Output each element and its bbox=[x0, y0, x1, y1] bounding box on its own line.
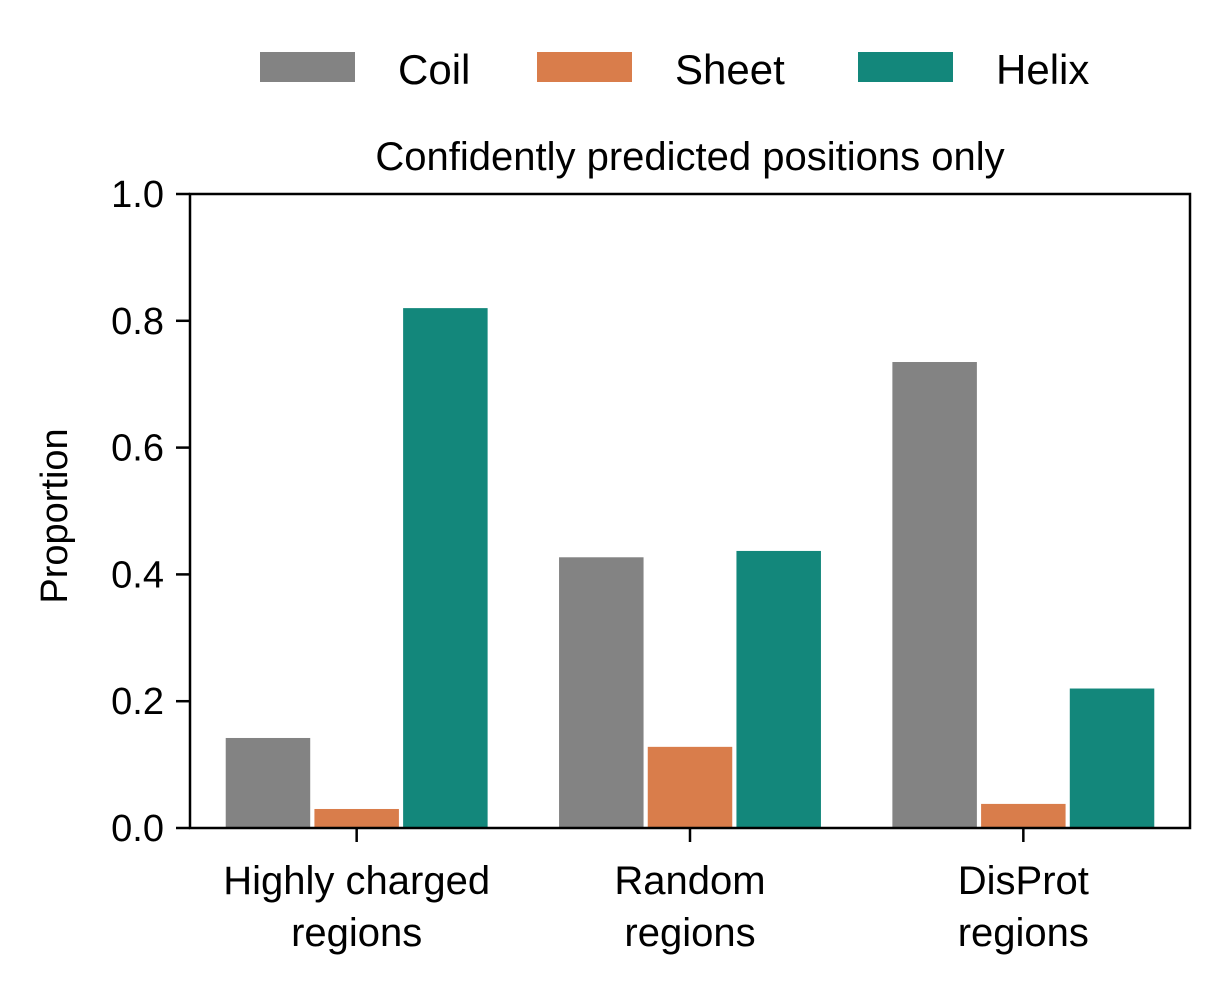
y-tick-label: 0.6 bbox=[111, 428, 164, 470]
x-tick-label: Random bbox=[614, 859, 765, 903]
bar-sheet-3 bbox=[981, 803, 1066, 828]
bar-coil-2 bbox=[559, 557, 644, 828]
legend-label-sheet: Sheet bbox=[675, 46, 785, 93]
chart-title: Confidently predicted positions only bbox=[375, 135, 1004, 179]
y-tick-label: 1.0 bbox=[111, 174, 164, 216]
bar-coil-1 bbox=[225, 737, 311, 828]
bar-helix-3 bbox=[1069, 688, 1155, 828]
x-tick-label: regions bbox=[624, 911, 755, 955]
y-tick-label: 0.8 bbox=[111, 301, 164, 343]
y-axis-label: Proportion bbox=[34, 428, 76, 603]
bar-sheet-1 bbox=[314, 808, 399, 828]
bar-coil-3 bbox=[892, 362, 977, 828]
x-tick-label: regions bbox=[291, 911, 422, 955]
legend: Coil Sheet Helix bbox=[260, 46, 1089, 93]
bar-sheet-2 bbox=[647, 746, 733, 828]
legend-label-coil: Coil bbox=[398, 46, 470, 93]
plot-frame bbox=[188, 192, 1192, 830]
bar-helix-2 bbox=[736, 550, 821, 828]
legend-label-helix: Helix bbox=[996, 46, 1089, 93]
y-tick-label: 0.4 bbox=[111, 554, 164, 596]
x-axis: Highly charged regions Random regions DisPro… bbox=[223, 828, 1089, 955]
y-axis: 0.0 0.2 0.4 0.6 0.8 1.0 bbox=[111, 174, 190, 850]
legend-swatch-sheet bbox=[537, 52, 632, 82]
x-tick-label: DisProt bbox=[958, 859, 1089, 903]
x-tick-label: Highly charged bbox=[223, 859, 490, 903]
x-tick-label: regions bbox=[958, 911, 1089, 955]
bar-helix-1 bbox=[403, 308, 488, 828]
legend-swatch-coil bbox=[260, 52, 355, 82]
bars bbox=[225, 308, 1155, 828]
y-tick-label: 0.2 bbox=[111, 681, 164, 723]
legend-swatch-helix bbox=[858, 52, 953, 82]
y-tick-label: 0.0 bbox=[111, 808, 164, 850]
